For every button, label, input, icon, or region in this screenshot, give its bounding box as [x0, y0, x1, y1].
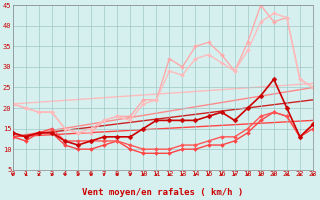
- X-axis label: Vent moyen/en rafales ( km/h ): Vent moyen/en rafales ( km/h ): [82, 188, 244, 197]
